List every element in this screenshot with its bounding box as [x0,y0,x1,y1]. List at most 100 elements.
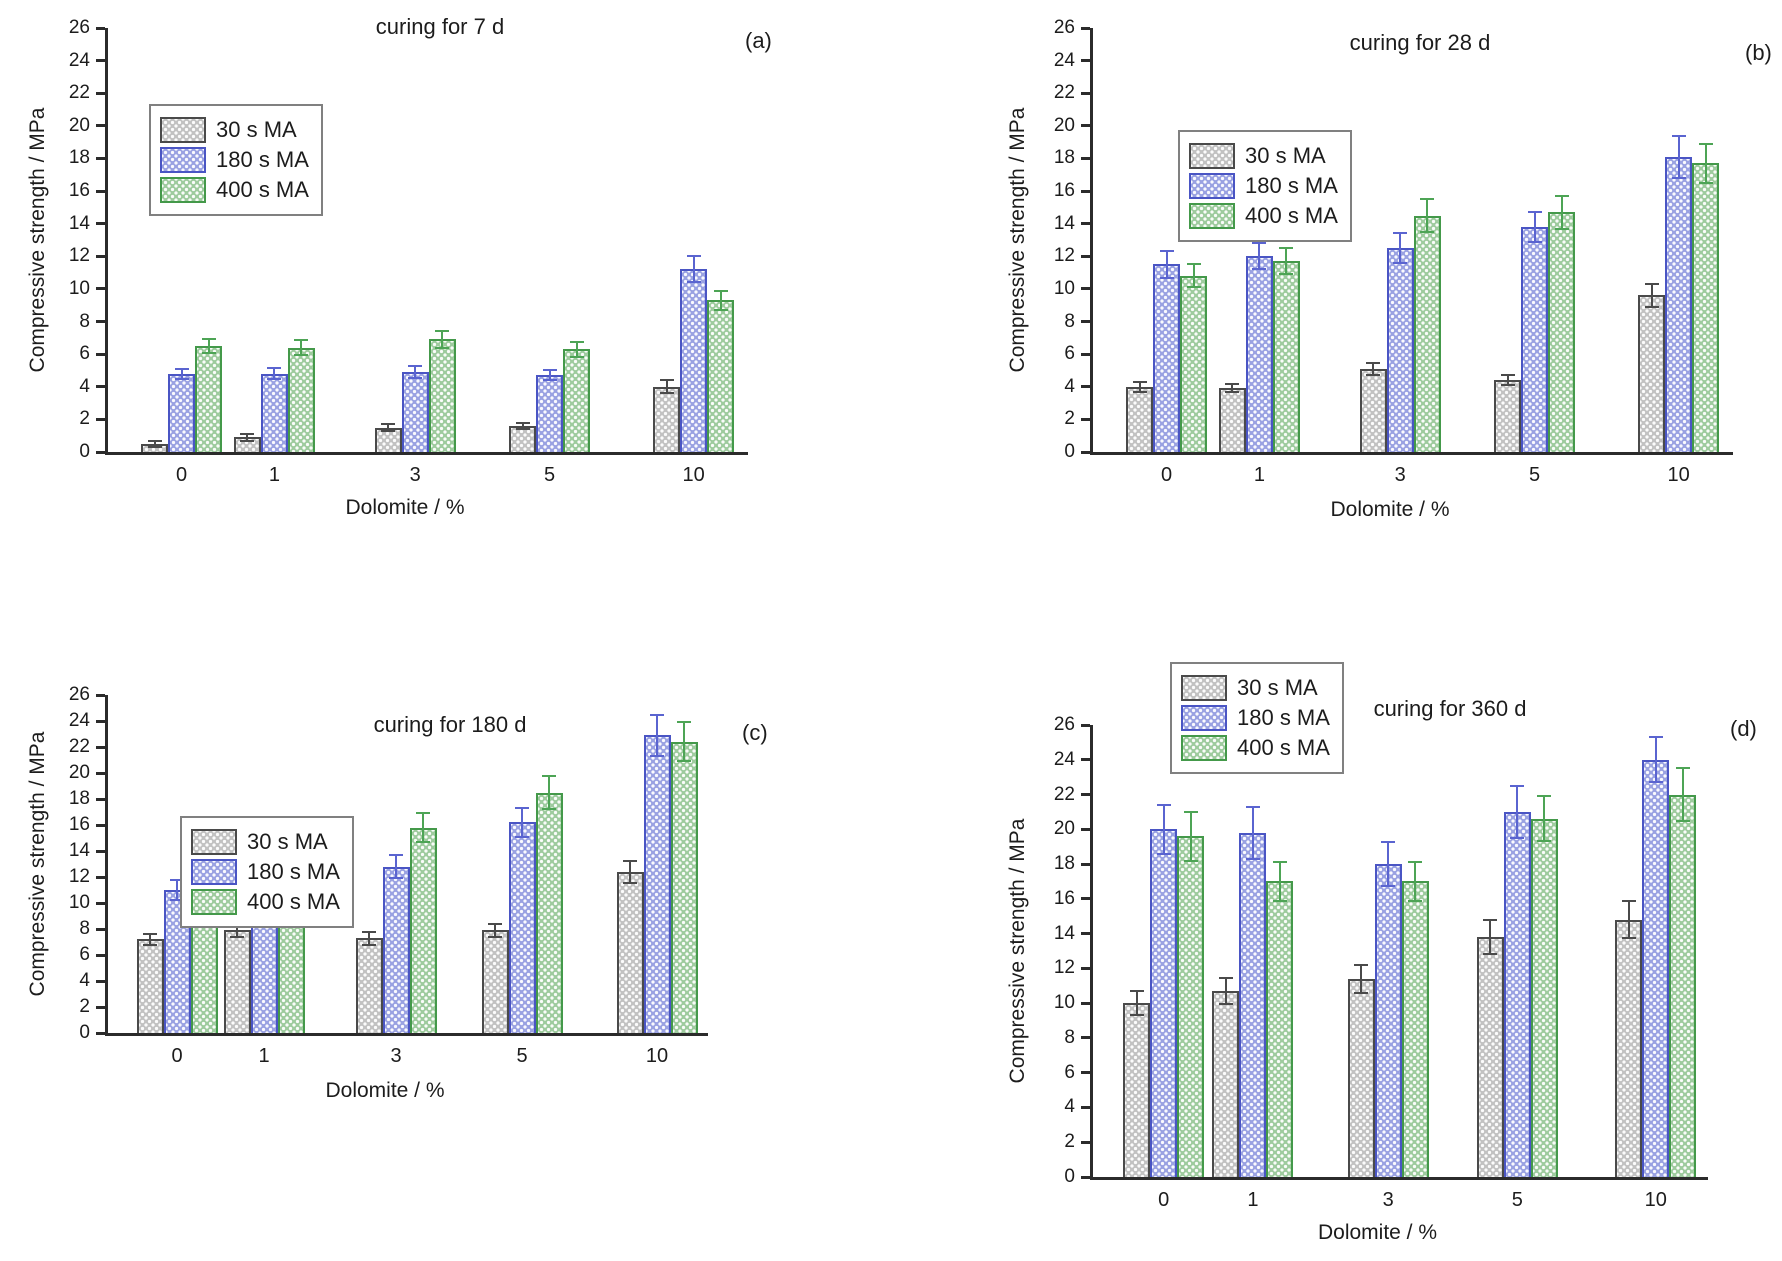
error-bar-cap [1245,805,1260,808]
error-bar-cap [542,369,557,372]
error-bar [1654,737,1657,783]
y-tick-label: 0 [1064,441,1075,462]
error-bar-cap [713,309,728,312]
error-bar-cap [677,721,691,724]
bar [1476,937,1504,1177]
plot-area: 0 2 4 6 8 10 12 14 16 18 20 22 24 26 0 1 3 5 10 [1054,17,1733,486]
error-bar-cap [515,421,530,424]
error-bar [656,714,658,757]
y-tick [1081,897,1090,901]
y-tick [96,1005,105,1009]
error-bar-cap [1420,230,1435,233]
bar [1521,226,1549,452]
error-bar [1372,363,1375,375]
legend-swatch-30s-icon [160,117,206,143]
error-bar [1278,862,1281,901]
bar [1548,212,1576,452]
bar [508,822,536,1033]
error-bar-cap [1132,380,1147,383]
error-bar-cap [1408,899,1423,902]
error-bar-cap [1159,250,1174,253]
error-bar-cap [1252,242,1267,245]
bar [1123,1003,1151,1177]
y-tick [96,953,105,957]
error-bar-cap [1621,900,1636,903]
error-bar-cap [1393,261,1408,264]
bar [1150,829,1178,1177]
x-tick-label: 10 [1667,464,1690,486]
error-bar-cap [1698,181,1713,184]
y-tick [96,254,105,258]
error-bar-cap [515,835,529,838]
error-bar-cap [1156,852,1171,855]
bar [223,930,251,1033]
bar [260,373,288,452]
error-bar-cap [623,881,637,884]
error-bar [719,290,722,311]
error-bar-cap [240,439,255,442]
y-tick [1081,352,1090,356]
error-bar-cap [294,353,309,356]
bar [536,375,564,452]
y-tick-label: 20 [1053,818,1075,840]
error-bar-cap [1354,991,1369,994]
y-tick-label: 22 [1053,783,1075,805]
y-tick-label: 14 [68,840,90,861]
y-tick [96,156,105,160]
legend-swatch-400s-icon [191,889,237,915]
y-tick-label: 4 [79,970,90,991]
error-bar [441,331,444,348]
error-bar-cap [381,423,396,426]
error-bar [548,775,550,810]
legend-label: 30 s MA [247,829,328,854]
y-tick-label: 20 [1053,114,1075,136]
bar [287,347,315,452]
y-tick [96,189,105,193]
legend-label: 180 s MA [216,147,309,172]
error-bar [521,808,523,837]
y-tick-label: 4 [1064,1096,1075,1118]
panel-letter: (d) [1730,716,1757,741]
legend-swatch-30s-icon [191,829,237,855]
plot-area: 0 2 4 6 8 10 12 14 16 18 20 22 24 26 0 1 3 5 10 [69,17,748,486]
bar [428,339,456,452]
legend-item: 400 s MA [191,889,340,915]
legend-label: 400 s MA [247,889,340,914]
error-bar [300,340,303,355]
legend-swatch-180s-icon [160,147,206,173]
error-bar-cap [1500,384,1515,387]
chart-title: curing for 360 d [1373,696,1527,721]
x-axis-label: Dolomite / % [1317,1221,1438,1244]
y-tick [1081,222,1090,226]
bar [535,792,563,1033]
legend-label: 400 s MA [216,177,309,202]
x-axis-label: Dolomite / % [325,1079,445,1102]
legend-item: 30 s MA [191,829,340,855]
error-bar-cap [1225,383,1240,386]
bar [1218,388,1246,452]
y-tick-label: 8 [79,310,90,332]
error-bar-cap [1483,918,1498,921]
y-tick [1081,189,1090,193]
error-bar [1506,375,1509,386]
bar [1126,386,1154,452]
error-bar [665,380,668,394]
bar [481,930,509,1033]
panel-letter: (b) [1745,40,1772,65]
error-bar [368,931,370,945]
y-tick [96,287,105,291]
error-bar [1189,811,1192,861]
error-bar [494,923,496,937]
y-tick [96,745,105,749]
y-tick-label: 20 [68,114,90,136]
y-tick-label: 12 [68,245,90,267]
x-tick-label: 3 [1394,464,1406,486]
y-tick [1081,124,1090,128]
x-tick-label: 1 [268,464,280,486]
error-bar-cap [1537,795,1552,798]
bar [1359,368,1387,452]
error-bar-cap [1393,232,1408,235]
y-tick-label: 26 [68,684,90,705]
error-bar-cap [1245,857,1260,860]
y-tick [96,1031,105,1035]
